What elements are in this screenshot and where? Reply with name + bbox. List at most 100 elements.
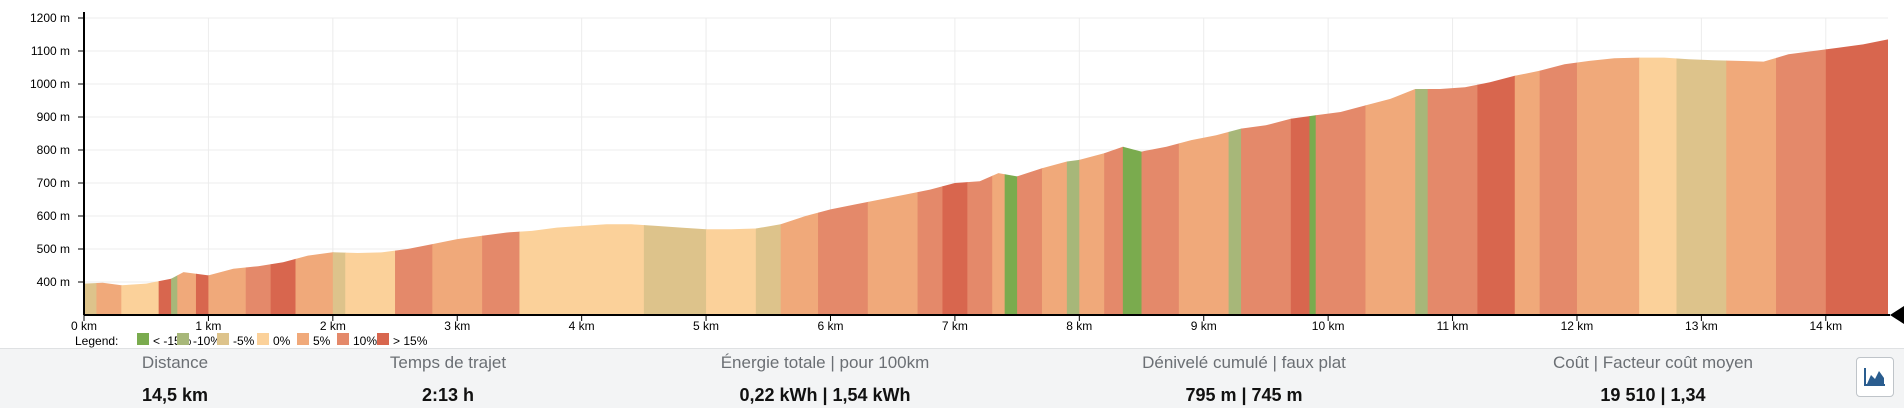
slope-segment (917, 39, 944, 315)
y-tick-label: 900 m (37, 110, 70, 124)
slope-segment (1066, 39, 1080, 315)
slope-segment (1639, 39, 1678, 315)
slope-segment (1228, 39, 1242, 315)
x-tick-label: 1 km (195, 319, 221, 333)
x-tick-label: 7 km (942, 319, 968, 333)
slope-segment (208, 39, 247, 315)
stat-label: Coût | Facteur coût moyen (1552, 353, 1753, 372)
slope-segment (195, 39, 210, 315)
legend: Legend: < -15% -10% -5% 0% 5% 10% > 15% (75, 333, 428, 348)
slope-segment (992, 39, 1006, 315)
slope-segment (1141, 39, 1180, 315)
legend-swatch (337, 333, 349, 345)
slope-segment (171, 39, 178, 315)
y-tick-label: 1200 m (30, 11, 70, 25)
y-tick-label: 1100 m (31, 44, 70, 58)
legend-label: -5% (233, 334, 255, 348)
legend-label: -10% (193, 334, 221, 348)
slope-segment (121, 39, 160, 315)
slope-segment (1776, 39, 1827, 315)
legend-swatch (377, 333, 389, 345)
slope-segment (245, 39, 272, 315)
chart-toggle-button[interactable] (1856, 357, 1894, 397)
slope-segment (1514, 39, 1541, 315)
y-tick-label: 600 m (37, 209, 70, 223)
slope-segment (867, 39, 919, 315)
legend-swatch (257, 333, 269, 345)
stat-value: 2:13 h (421, 385, 475, 405)
slope-segment (345, 39, 396, 315)
slope-segment (967, 39, 993, 315)
y-tick-label: 1000 m (30, 77, 70, 91)
slope-segment (1477, 39, 1516, 315)
slope-segment (1315, 39, 1367, 315)
slope-segment (1539, 39, 1578, 315)
x-tick-label: 4 km (569, 319, 595, 333)
slope-segment (177, 39, 197, 315)
legend-title: Legend: (75, 334, 118, 348)
slope-segment (1104, 39, 1124, 315)
x-tick-label: 11 km (1437, 319, 1469, 333)
legend-label: > 15% (393, 334, 428, 348)
x-tick-label: 9 km (1191, 319, 1217, 333)
slope-segment (1122, 39, 1143, 315)
stat-distance: Distance 14,5 km (0, 349, 365, 406)
area-chart-icon (1864, 368, 1885, 386)
slope-segment (1365, 39, 1416, 315)
legend-swatch (297, 333, 309, 345)
x-tick-label: 5 km (693, 319, 719, 333)
stat-label: Dénivelé cumulé | faux plat (1142, 353, 1346, 372)
stat-travel-time: Temps de trajet 2:13 h (258, 349, 638, 406)
slope-segment (755, 39, 782, 315)
slope-segment (96, 39, 122, 315)
stat-cost: Coût | Facteur coût moyen 19 510 | 1,34 (1463, 349, 1843, 406)
slope-segment (706, 39, 757, 315)
y-tick-label: 500 m (37, 242, 70, 256)
y-tick-label: 800 m (37, 143, 70, 157)
y-tick-label: 700 m (37, 176, 70, 190)
slope-segment (1726, 39, 1777, 315)
legend-label: 10% (353, 334, 377, 348)
slope-segment (581, 39, 645, 315)
stat-label: Énergie totale | pour 100km (720, 353, 930, 372)
stat-value: 14,5 km (141, 385, 209, 405)
slope-segment (270, 39, 297, 315)
x-tick-label: 14 km (1809, 319, 1842, 333)
stat-value: 795 m | 745 m (1185, 385, 1303, 405)
stat-label: Temps de trajet (389, 353, 507, 372)
stats-bar: Distance 14,5 km Temps de trajet 2:13 h … (0, 348, 1904, 408)
slope-segment (295, 39, 334, 315)
slope-segment (1241, 39, 1292, 315)
x-tick-label: 6 km (817, 319, 843, 333)
slope-segment (1576, 39, 1640, 315)
slope-segment (1079, 39, 1105, 315)
x-tick-label: 8 km (1066, 319, 1092, 333)
legend-swatch (217, 333, 229, 345)
slope-segment (780, 39, 819, 315)
slope-segment (84, 39, 98, 315)
legend-label: 0% (273, 334, 291, 348)
slope-segment (482, 39, 521, 315)
slope-segment (158, 39, 172, 315)
slope-segment (818, 39, 869, 315)
slope-segment (1017, 39, 1043, 315)
slope-segment (1309, 39, 1317, 315)
end-marker-icon (1890, 306, 1904, 324)
legend-label: 5% (313, 334, 331, 348)
stat-label: Distance (141, 353, 209, 372)
y-tick-label: 400 m (37, 275, 70, 289)
slope-segment (1041, 39, 1068, 315)
x-tick-label: 3 km (444, 319, 470, 333)
stat-value: 0,22 kWh | 1,54 kWh (739, 385, 911, 405)
slope-segment (1825, 39, 1888, 315)
elevation-area (84, 39, 1888, 315)
x-tick-label: 10 km (1312, 319, 1345, 333)
legend-swatch (177, 333, 189, 345)
chart-axes: 400 m 500 m 600 m 700 m 800 m 900 m 1000 m 1100… (30, 11, 1904, 333)
slope-segment (332, 39, 346, 315)
slope-segment (1415, 39, 1429, 315)
x-tick-label: 0 km (71, 319, 97, 333)
slope-segment (1290, 39, 1311, 315)
x-tick-label: 2 km (320, 319, 346, 333)
legend-swatch (137, 333, 149, 345)
